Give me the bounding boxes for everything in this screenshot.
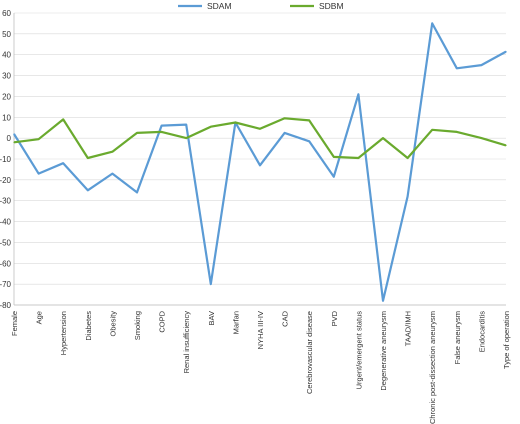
legend: SDAM SDBM	[178, 1, 344, 11]
data-point-sdam	[505, 50, 507, 53]
x-tick-label: NYHA III-IV	[256, 311, 265, 349]
x-tick-label: BAV	[207, 311, 216, 325]
data-point-sdam	[382, 300, 384, 302]
data-point-sdam	[284, 132, 286, 134]
y-tick-label: 30	[2, 72, 11, 81]
x-axis-ticks: Female Age Hypertension Diabetes Obesity Smok…	[10, 310, 511, 424]
data-point-sdbm	[62, 118, 64, 120]
y-tick-label: 40	[2, 51, 11, 60]
x-tick-label: Obesity	[108, 311, 117, 337]
series-lines	[13, 22, 507, 302]
data-point-sdam	[38, 173, 40, 175]
data-point-sdbm	[505, 144, 507, 147]
data-point-sdbm	[333, 156, 335, 158]
data-point-sdbm	[431, 129, 433, 131]
data-point-sdam	[333, 176, 335, 178]
data-point-sdbm	[136, 132, 138, 134]
data-point-sdbm	[111, 151, 113, 153]
x-tick-label: False aneurysm	[453, 311, 462, 364]
x-tick-label: CAD	[281, 310, 290, 326]
data-point-sdam	[111, 173, 113, 175]
data-point-sdbm	[284, 117, 286, 119]
data-point-sdbm	[161, 131, 163, 133]
data-point-sdam	[431, 22, 433, 25]
data-point-sdbm	[480, 137, 482, 139]
data-point-sdbm	[38, 138, 40, 140]
data-point-sdam	[210, 283, 212, 285]
data-point-sdam	[161, 125, 163, 127]
y-tick-label: -50	[0, 238, 12, 247]
data-point-sdbm	[185, 137, 187, 139]
data-point-sdbm	[308, 119, 310, 122]
data-point-sdbm	[87, 157, 89, 159]
x-tick-label: PVD	[330, 310, 339, 326]
x-tick-label: Chronic post-dissection aneurysm	[428, 311, 437, 424]
data-point-sdam	[480, 64, 482, 66]
y-tick-label: -60	[0, 259, 12, 268]
data-point-sdbm	[357, 157, 359, 159]
data-point-sdam	[87, 189, 89, 191]
x-tick-label: Female	[10, 311, 19, 336]
x-tick-label: Renal insufficiency	[182, 311, 191, 374]
y-tick-label: -70	[0, 280, 12, 289]
data-point-sdbm	[210, 126, 212, 128]
x-tick-label: Cerebrovascular disease	[305, 311, 314, 394]
data-point-sdbm	[407, 157, 409, 159]
y-tick-label: -30	[0, 197, 12, 206]
data-point-sdam	[136, 191, 138, 193]
data-point-sdam	[62, 162, 64, 164]
data-point-sdam	[13, 133, 15, 135]
y-tick-label: -10	[0, 155, 12, 164]
legend-label-sdam: SDAM	[207, 1, 232, 11]
y-tick-label: 10	[2, 113, 11, 122]
y-tick-label: 50	[2, 30, 11, 39]
data-point-sdam	[456, 67, 458, 69]
data-point-sdam	[407, 195, 409, 198]
y-tick-label: 0	[7, 134, 12, 143]
data-point-sdbm	[13, 141, 15, 143]
y-tick-label: 20	[2, 92, 11, 101]
gridlines	[13, 12, 506, 306]
y-axis-ticks: 60 50 40 30 20 10 0 -10 -20 -30 -40 -50 -60 -70 -80	[0, 9, 12, 310]
data-point-sdam	[185, 123, 187, 126]
series-line-sdam	[13, 22, 507, 302]
x-tick-label: Diabetes	[84, 311, 93, 341]
y-tick-label: -40	[0, 218, 12, 227]
x-tick-label: Degenerative aneurysm	[379, 311, 388, 391]
y-tick-label: 60	[2, 9, 11, 18]
data-point-sdbm	[382, 137, 384, 139]
x-tick-label: Endocarditis	[477, 311, 486, 353]
legend-label-sdbm: SDBM	[319, 1, 344, 11]
y-tick-label: -80	[0, 301, 12, 310]
data-point-sdbm	[234, 121, 236, 124]
x-tick-label: TAAD/IMH	[404, 311, 413, 346]
data-point-sdam	[308, 140, 310, 142]
x-tick-label: COPD	[158, 310, 167, 332]
data-point-sdam	[259, 164, 261, 166]
y-tick-label: -20	[0, 176, 12, 185]
x-tick-label: Age	[35, 311, 44, 324]
data-point-sdbm	[259, 128, 261, 130]
data-point-sdbm	[456, 131, 458, 133]
x-tick-label: Smoking	[133, 311, 142, 340]
data-point-sdam	[357, 93, 359, 95]
x-tick-label: Type of operation	[502, 311, 511, 369]
x-tick-label: Hypertension	[59, 311, 68, 355]
x-tick-label: Marfan	[231, 311, 240, 334]
x-tick-label: Urgent/emergent status	[354, 311, 363, 390]
